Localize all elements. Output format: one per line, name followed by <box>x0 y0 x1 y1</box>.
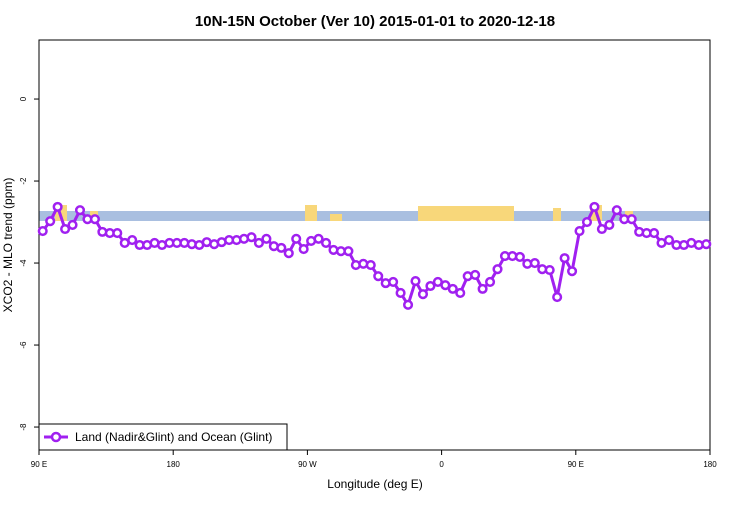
x-tick-label: 0 <box>439 460 444 469</box>
data-point <box>567 266 578 277</box>
data-point <box>127 235 138 246</box>
data-point <box>388 276 399 287</box>
chart-title: 10N-15N October (Ver 10) 2015-01-01 to 2… <box>195 13 555 30</box>
data-point <box>470 269 481 280</box>
land-patch <box>330 214 342 221</box>
y-tick-label: -4 <box>19 259 28 267</box>
ocean-strip <box>39 211 710 221</box>
x-tick-label: 180 <box>703 460 717 469</box>
data-point <box>701 239 712 250</box>
x-tick-label: 90 E <box>31 460 47 469</box>
data-point <box>291 233 302 244</box>
land-patch <box>305 205 317 221</box>
data-point <box>417 289 429 300</box>
y-tick-label: -6 <box>19 341 28 349</box>
legend-marker <box>50 431 62 443</box>
x-axis-label: Longitude (deg E) <box>327 477 422 491</box>
data-point <box>253 237 264 248</box>
data-point <box>425 280 436 292</box>
data-point <box>447 283 458 294</box>
data-point <box>112 228 123 239</box>
data-point <box>626 214 637 225</box>
data-point <box>246 232 257 243</box>
data-point <box>559 253 570 264</box>
x-tick-label: 180 <box>167 460 181 469</box>
land-patch <box>418 206 514 221</box>
data-point <box>574 226 585 237</box>
data-point <box>477 283 488 294</box>
data-point <box>611 205 622 216</box>
data-point <box>283 248 294 259</box>
data-point <box>552 292 563 303</box>
data-point <box>52 201 63 212</box>
data-point <box>373 271 384 282</box>
y-tick-label: -8 <box>19 423 28 431</box>
y-tick-label: 0 <box>19 96 28 101</box>
data-point <box>410 276 421 287</box>
data-point <box>320 237 332 248</box>
data-point <box>395 287 406 299</box>
data-point <box>45 216 56 227</box>
data-point <box>89 214 100 225</box>
data-point <box>663 235 675 246</box>
data-point <box>403 299 414 310</box>
y-tick-label: -2 <box>19 177 28 185</box>
data-point <box>276 242 287 253</box>
data-point <box>455 287 466 299</box>
data-point <box>298 244 309 255</box>
data-point <box>365 260 376 271</box>
data-point <box>581 216 593 228</box>
data-point <box>604 219 615 230</box>
legend-label: Land (Nadir&Glint) and Ocean (Glint) <box>75 430 272 444</box>
x-tick-label: 90 E <box>568 460 584 469</box>
y-axis-label: XCO2 - MLO trend (ppm) <box>1 178 15 313</box>
legend: Land (Nadir&Glint) and Ocean (Glint) <box>38 423 288 451</box>
data-point <box>67 219 78 230</box>
data-point <box>261 233 272 244</box>
data-point <box>74 205 86 216</box>
data-point <box>589 201 600 212</box>
data-point <box>529 257 540 269</box>
data-point <box>596 223 607 235</box>
data-point <box>485 276 496 287</box>
data-point <box>514 251 525 262</box>
data-point <box>60 223 71 235</box>
data-point <box>544 264 555 276</box>
data-point <box>440 280 451 291</box>
legend-box <box>38 423 288 451</box>
data-point <box>37 226 48 237</box>
data-point <box>343 246 354 257</box>
data-point <box>649 228 660 239</box>
x-tick-label: 90 W <box>298 460 317 469</box>
data-point <box>313 233 324 244</box>
land-patch <box>553 208 561 221</box>
data-point <box>492 264 503 275</box>
